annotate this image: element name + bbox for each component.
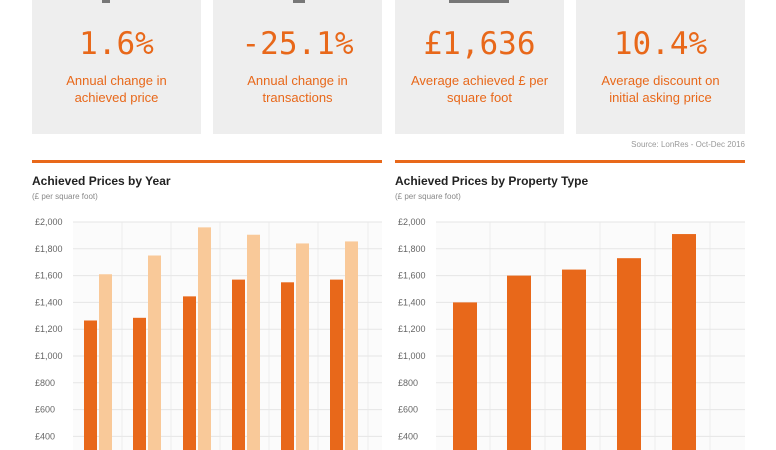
bar [232, 279, 245, 450]
ruler-icon [449, 0, 509, 3]
bar [562, 269, 586, 450]
bar [183, 296, 196, 450]
stat-card-average-price: £1,636 Average achieved £ per square foo… [395, 0, 564, 134]
y-tick-label: £600 [35, 405, 55, 415]
y-tick-label: £1,600 [398, 271, 426, 281]
stat-value: £1,636 [423, 26, 536, 62]
stat-label: Annual change in achieved price [66, 73, 167, 105]
stat-card-transactions: -25.1% Annual change in transactions [213, 0, 382, 134]
chart-subtitle-year: (£ per square foot) [32, 192, 98, 201]
stat-card-price-change: 1.6% Annual change in achieved price [32, 0, 201, 134]
bar [672, 234, 696, 450]
y-tick-label: £1,200 [35, 324, 63, 334]
bar [99, 274, 112, 450]
chart-title-type: Achieved Prices by Property Type [395, 174, 589, 188]
bar [507, 275, 531, 450]
y-tick-label: £1,400 [35, 297, 63, 307]
bar [198, 227, 211, 450]
bar [345, 241, 358, 450]
stat-value: 1.6% [79, 26, 154, 62]
y-tick-label: £1,200 [398, 324, 426, 334]
panel-rule-year [32, 160, 382, 163]
y-tick-label: £1,600 [35, 271, 63, 281]
bar [617, 258, 641, 450]
y-tick-label: £1,400 [398, 297, 426, 307]
bar [133, 317, 146, 450]
y-tick-label: £1,800 [35, 244, 63, 254]
bar [148, 255, 161, 450]
chart-subtitle-type: (£ per square foot) [395, 192, 461, 201]
y-tick-label: £600 [398, 405, 418, 415]
source-note: Source: LonRes - Oct-Dec 2016 [631, 140, 745, 149]
stat-label: Average discount on initial asking price [601, 73, 720, 105]
bar [296, 243, 309, 450]
y-tick-label: £800 [398, 378, 418, 388]
transactions-icon [293, 0, 305, 3]
bar [84, 320, 97, 450]
y-tick-label: £1,000 [35, 351, 63, 361]
bar [281, 282, 294, 450]
stat-label: Average achieved £ per square foot [410, 73, 549, 105]
stat-card-discount: 10.4% Average discount on initial asking… [576, 0, 745, 134]
y-tick-label: £1,800 [398, 244, 426, 254]
y-tick-label: £800 [35, 378, 55, 388]
plot-area [436, 222, 745, 450]
bar [330, 279, 343, 450]
chart-title-year: Achieved Prices by Year [32, 174, 171, 188]
stat-value: -25.1% [241, 26, 354, 62]
stat-value: 10.4% [613, 26, 708, 62]
price-icon [102, 0, 110, 3]
y-tick-label: £400 [398, 431, 418, 441]
y-tick-label: £2,000 [398, 217, 426, 227]
y-tick-label: £400 [35, 431, 55, 441]
stat-label: Annual change in transactions [247, 73, 348, 105]
chart-by-year: £2,000 £1,800 £1,600 £1,400 £1,200 £1,000 £800… [35, 217, 382, 450]
bar [247, 234, 260, 450]
y-tick-label: £1,000 [398, 351, 426, 361]
bar [453, 302, 477, 450]
chart-by-type: £2,000 £1,800 £1,600 £1,400 £1,200 £1,000 £800… [398, 217, 745, 450]
y-tick-label: £2,000 [35, 217, 63, 227]
panel-rule-type [395, 160, 745, 163]
